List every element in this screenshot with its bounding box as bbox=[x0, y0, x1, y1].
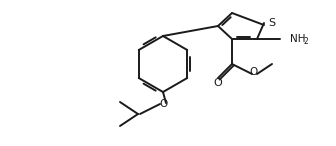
Text: NH: NH bbox=[290, 34, 305, 44]
Text: S: S bbox=[268, 18, 276, 28]
Text: O: O bbox=[214, 78, 222, 88]
Text: O: O bbox=[159, 99, 167, 109]
Text: O: O bbox=[250, 67, 258, 77]
Text: 2: 2 bbox=[304, 36, 309, 46]
